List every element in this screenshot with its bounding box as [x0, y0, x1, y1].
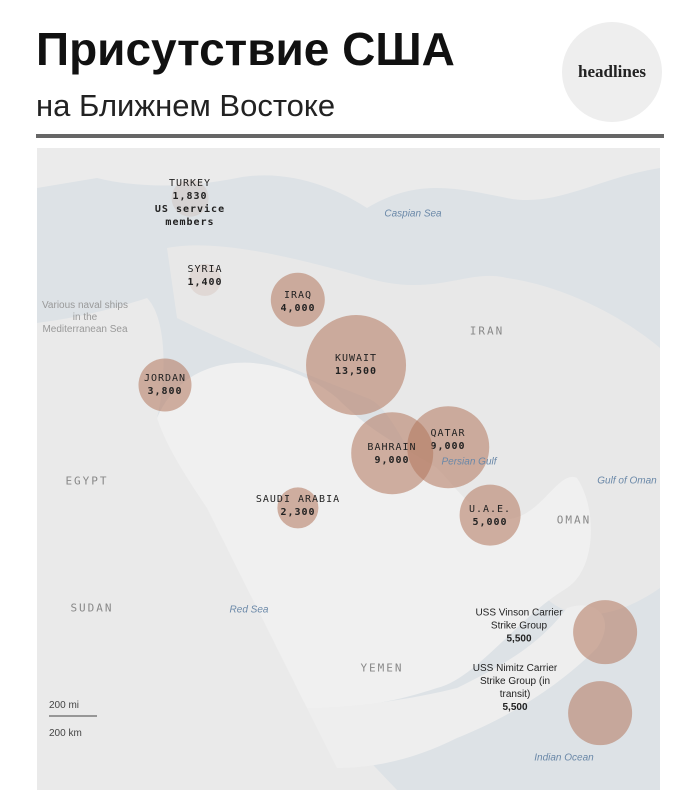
troop-count: 2,300 — [280, 507, 316, 518]
place-note: US service members — [154, 204, 226, 228]
carrier-count: 5,500 — [502, 702, 528, 713]
place-label: TURKEY 1,830 US service members — [145, 177, 235, 229]
place-label: SAUDI ARABIA 2,300 — [253, 493, 343, 519]
place-name: QATAR — [430, 428, 466, 439]
troop-circle — [351, 412, 433, 494]
title: Присутствие США — [36, 23, 455, 75]
troop-circle — [171, 179, 209, 217]
troop-circle — [138, 358, 192, 412]
place-name: IRAQ — [283, 290, 313, 301]
place-label: KUWAIT 13,500 — [311, 352, 401, 378]
map: TURKEY 1,830 US service members SYRIA 1,400 I… — [37, 148, 660, 790]
place-name: KUWAIT — [334, 353, 378, 364]
carrier-circle — [568, 681, 632, 745]
carrier-count: 5,500 — [506, 633, 532, 645]
place-name: SAUDI ARABIA — [255, 494, 341, 505]
carrier-label: USS Vinson Carrier Strike Group 5,500 — [474, 607, 564, 646]
region-label: IRAN — [469, 324, 505, 338]
troop-circle — [277, 487, 319, 529]
water-label: Red Sea — [229, 604, 269, 616]
place-name: BAHRAIN — [367, 442, 417, 453]
subtitle: на Ближнем Востоке — [36, 88, 336, 123]
place-label: QATAR 9,000 — [403, 427, 493, 453]
troop-count: 9,000 — [374, 455, 410, 466]
troop-count: 5,000 — [472, 517, 508, 528]
region-label: EGYPT — [65, 474, 109, 488]
water-label: Persian Gulf — [441, 456, 497, 468]
troop-count: 4,000 — [280, 303, 316, 314]
carrier-name: USS Vinson Carrier Strike Group — [475, 607, 563, 632]
troop-count: 1,830 — [172, 191, 208, 202]
troop-circle — [306, 315, 406, 415]
naval-note: Various naval ships in the Mediterranean… — [42, 300, 128, 335]
place-name: JORDAN — [143, 373, 187, 384]
troop-count: 3,800 — [147, 386, 183, 397]
place-name: U.A.E. — [468, 504, 512, 515]
region-label: OMAN — [556, 513, 592, 527]
water-label: Caspian Sea — [384, 208, 442, 220]
logo: headlines — [562, 22, 662, 122]
scale-label: 200 km — [49, 728, 82, 739]
carrier-circle — [573, 600, 637, 664]
troop-count: 13,500 — [334, 366, 378, 377]
place-label: SYRIA 1,400 — [160, 263, 250, 289]
troop-count: 1,400 — [187, 277, 223, 288]
region-label: SUDAN — [70, 601, 114, 615]
scale-label: 200 mi — [49, 700, 80, 711]
region-label: YEMEN — [360, 661, 404, 675]
carrier-name: USS Nimitz Carrier Strike Group (in tran… — [472, 663, 558, 700]
place-label: JORDAN 3,800 — [120, 372, 210, 398]
troop-circle — [270, 272, 326, 328]
troop-circle — [459, 484, 521, 546]
water-label: Gulf of Oman — [597, 475, 657, 487]
carrier-label: USS Nimitz Carrier Strike Group (in tran… — [470, 662, 560, 714]
place-label: U.A.E. 5,000 — [445, 503, 535, 529]
troop-circle — [188, 263, 222, 297]
place-name: TURKEY — [168, 178, 212, 189]
water-label: Indian Ocean — [534, 752, 594, 764]
basemap — [37, 148, 660, 790]
troop-count: 9,000 — [430, 441, 466, 452]
place-name: SYRIA — [187, 264, 223, 275]
divider — [36, 134, 664, 138]
place-label: IRAQ 4,000 — [253, 289, 343, 315]
place-label: BAHRAIN 9,000 — [347, 441, 437, 467]
